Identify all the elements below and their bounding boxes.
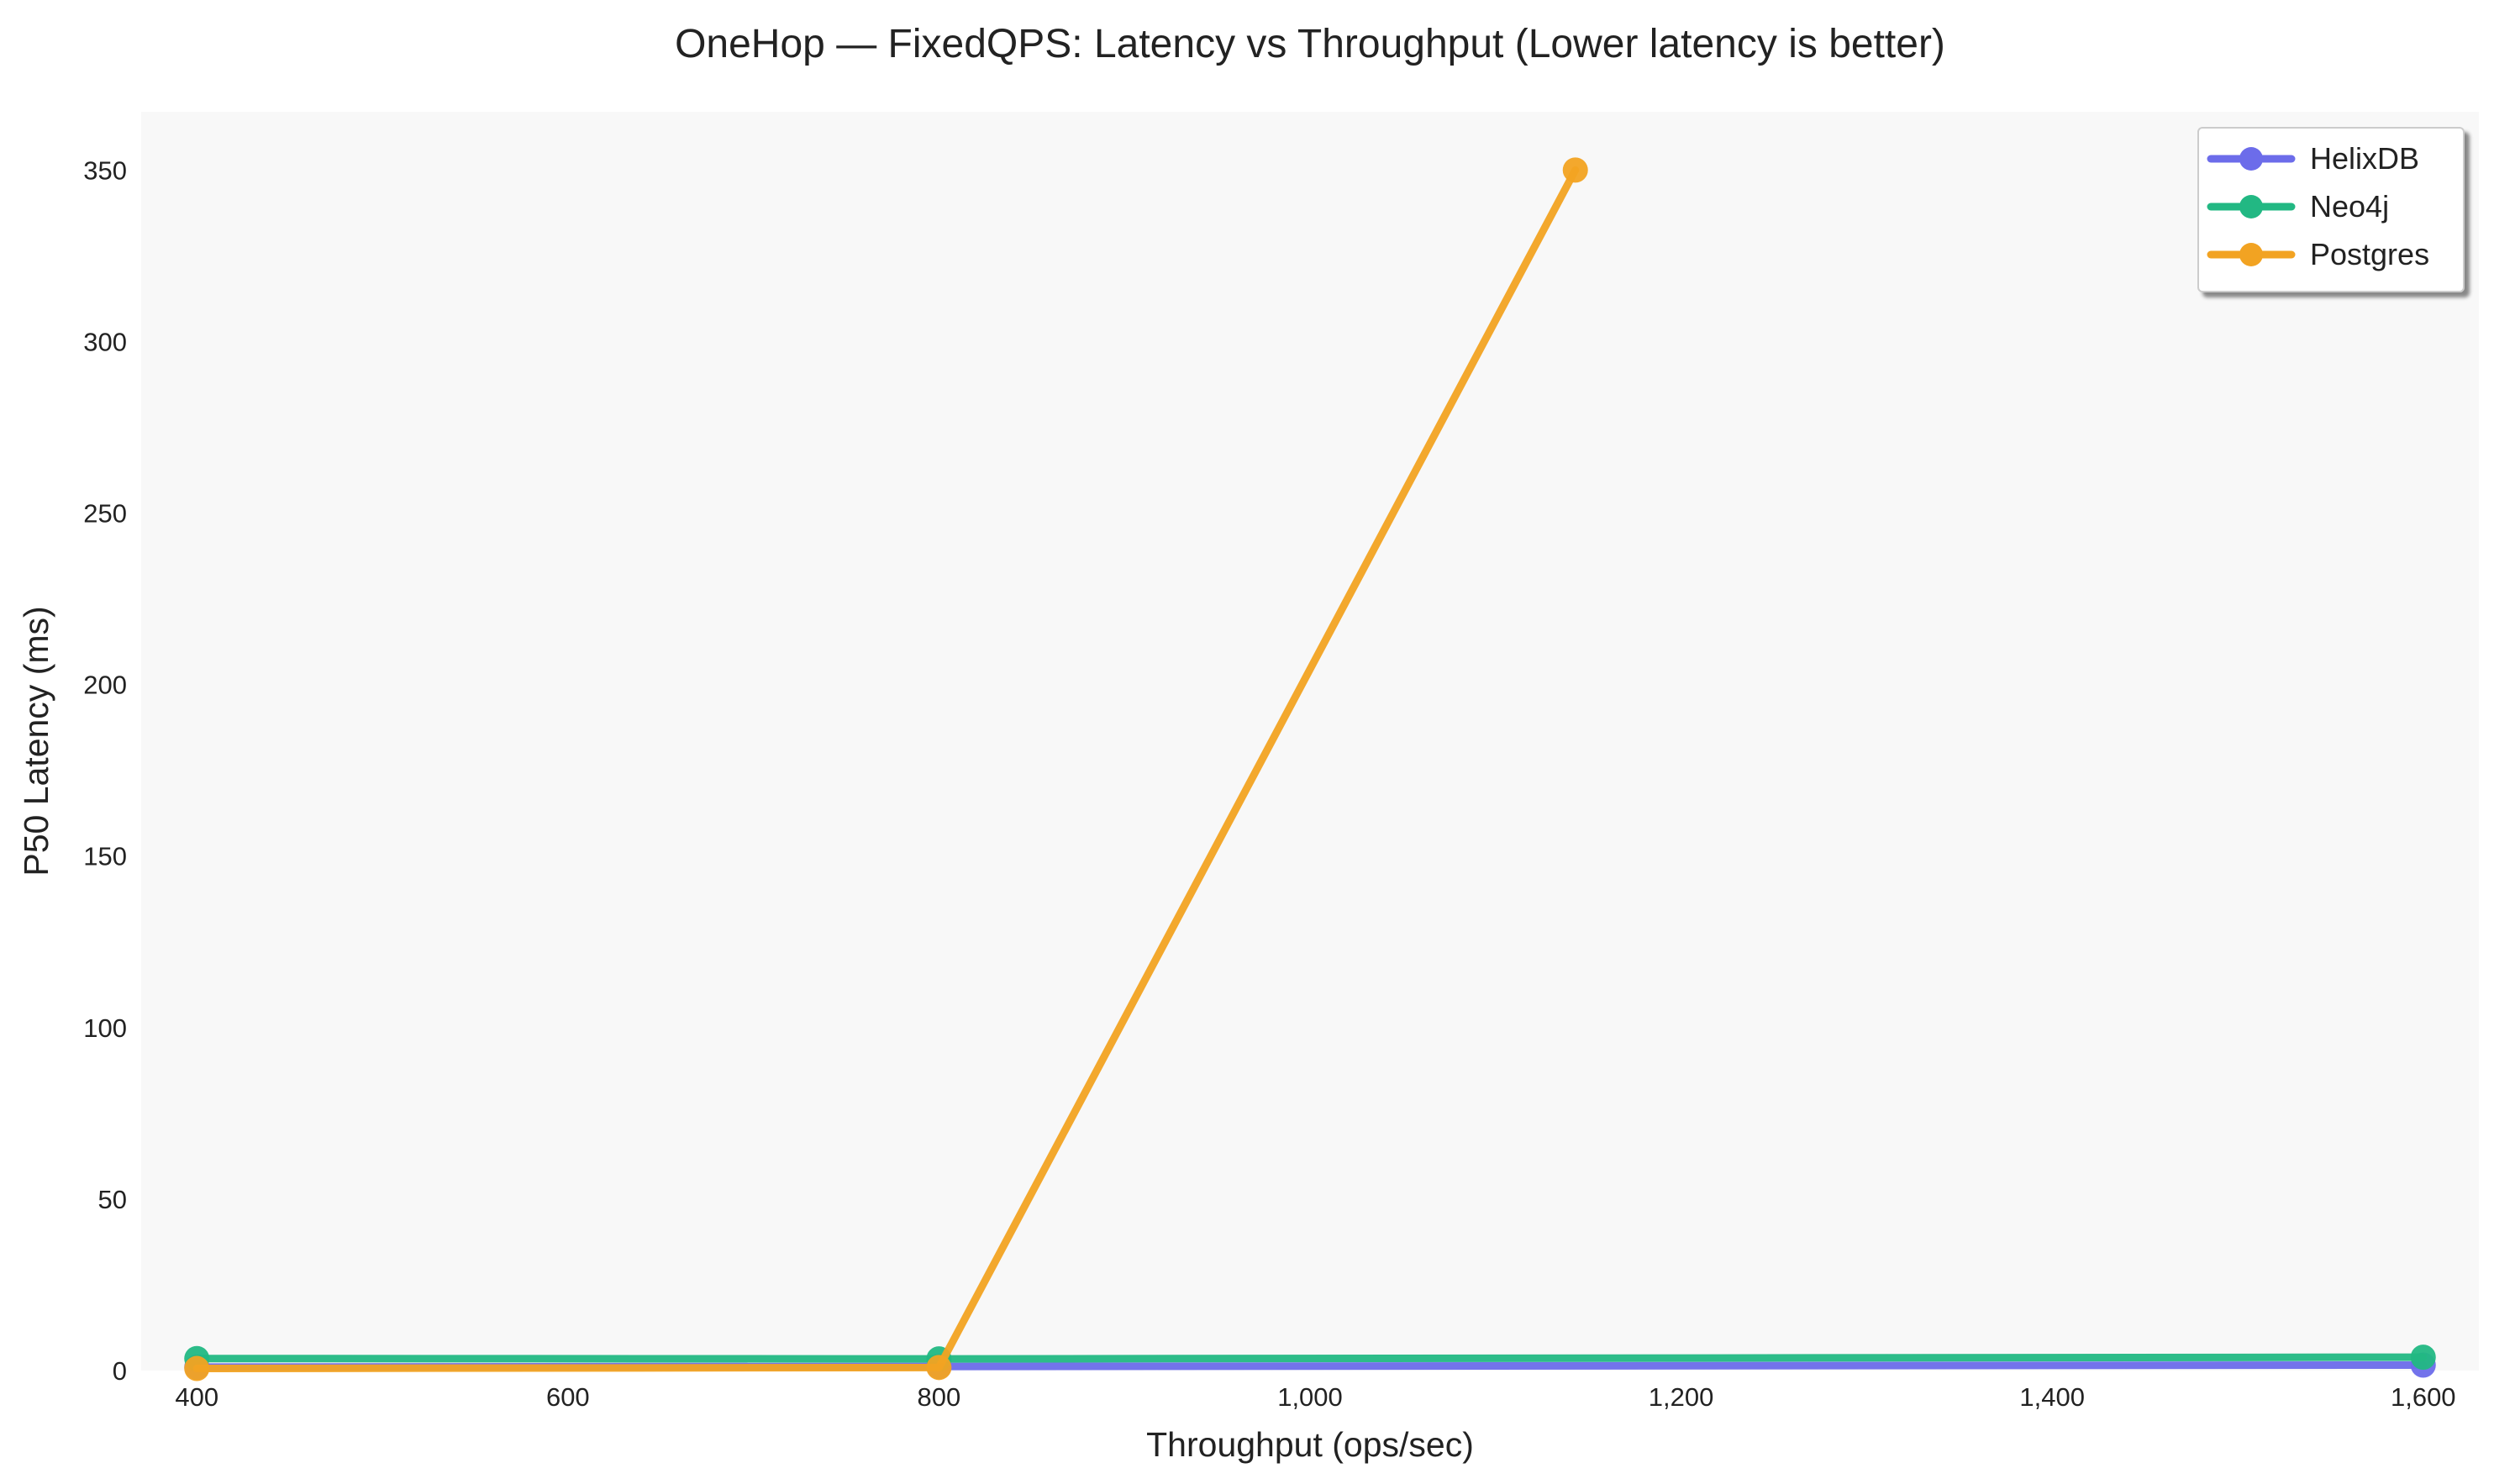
y-tick-label: 300 bbox=[83, 327, 127, 356]
y-axis-title: P50 Latency (ms) bbox=[17, 606, 55, 876]
data-point-postgres bbox=[184, 1355, 210, 1381]
x-tick-label: 1,000 bbox=[1277, 1382, 1343, 1412]
x-tick-label: 1,200 bbox=[1649, 1382, 1714, 1412]
legend-label: Neo4j bbox=[2310, 189, 2389, 224]
x-tick-label: 400 bbox=[175, 1382, 218, 1412]
legend-label: Postgres bbox=[2310, 237, 2429, 271]
legend-swatch-marker bbox=[2239, 195, 2263, 218]
legend-label: HelixDB bbox=[2310, 141, 2419, 176]
x-axis-title: Throughput (ops/sec) bbox=[1146, 1425, 1474, 1464]
data-point-neo4j bbox=[2410, 1345, 2436, 1371]
data-point-postgres bbox=[1562, 157, 1588, 183]
y-tick-label: 0 bbox=[113, 1356, 127, 1386]
x-tick-label: 800 bbox=[918, 1382, 961, 1412]
y-tick-label: 200 bbox=[83, 671, 127, 700]
legend-swatch-marker bbox=[2239, 243, 2263, 266]
series-line-neo4j bbox=[192, 1353, 2428, 1363]
chart-title: OneHop — FixedQPS: Latency vs Throughput… bbox=[675, 22, 1945, 66]
data-point-postgres bbox=[926, 1355, 952, 1381]
series-layer bbox=[184, 157, 2436, 1381]
x-tick-label: 600 bbox=[546, 1382, 590, 1412]
y-tick-label: 100 bbox=[83, 1013, 127, 1043]
y-axis-ticks: 0 50 100 150 200 250 300 350 bbox=[83, 155, 127, 1386]
legend-box bbox=[2197, 127, 2465, 292]
legend-item-helixdb: HelixDB bbox=[2207, 141, 2419, 176]
legend-items: HelixDB Neo4j Postgres bbox=[2207, 141, 2429, 271]
plot-area bbox=[141, 112, 2479, 1371]
series-postgres bbox=[184, 157, 1588, 1381]
y-tick-label: 350 bbox=[83, 155, 127, 185]
legend-item-postgres: Postgres bbox=[2207, 237, 2429, 271]
legend: HelixDB Neo4j Postgres bbox=[2197, 127, 2465, 292]
legend-item-neo4j: Neo4j bbox=[2207, 189, 2389, 224]
y-tick-label: 50 bbox=[98, 1185, 127, 1214]
x-tick-label: 1,600 bbox=[2391, 1382, 2456, 1412]
y-tick-label: 250 bbox=[83, 499, 127, 529]
y-tick-label: 150 bbox=[83, 842, 127, 871]
x-tick-label: 1,400 bbox=[2019, 1382, 2085, 1412]
x-axis-ticks: 400 600 800 1,000 1,200 1,400 1,600 bbox=[175, 1382, 2455, 1412]
legend-swatch-marker bbox=[2239, 147, 2263, 171]
